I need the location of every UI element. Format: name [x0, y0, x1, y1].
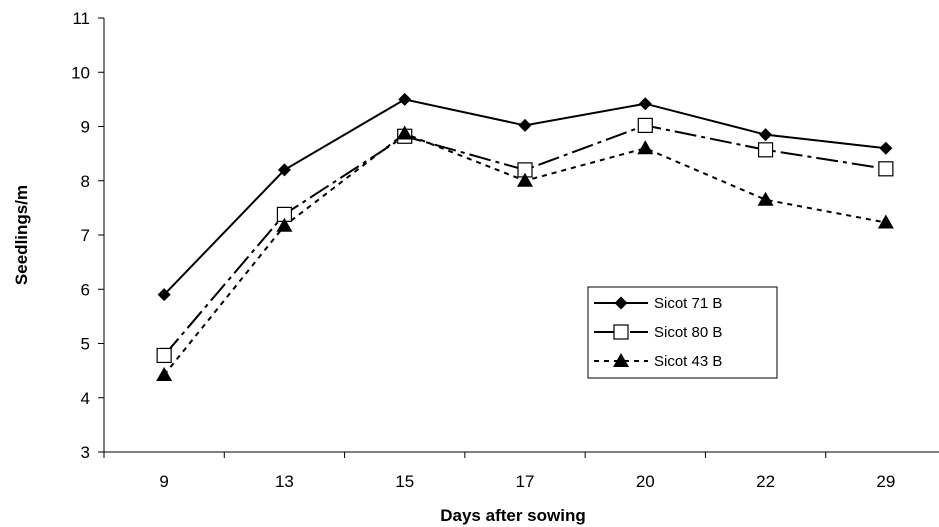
data-point — [638, 97, 652, 111]
legend-swatch-marker — [613, 324, 629, 340]
x-tick-label: 15 — [395, 472, 414, 491]
axis-labels: Days after sowing Seedlings/m — [12, 185, 586, 525]
x-tick-label: 13 — [275, 472, 294, 491]
data-point — [277, 163, 291, 177]
series-sicot-43-b — [156, 125, 894, 381]
series-sicot-80-b — [156, 117, 894, 364]
y-tick-label: 6 — [81, 280, 90, 299]
data-point — [637, 117, 653, 134]
y-tick-label: 7 — [81, 226, 90, 245]
y-tick-label: 9 — [81, 118, 90, 137]
y-tick-label: 4 — [81, 389, 90, 408]
y-axis-title: Seedlings/m — [12, 185, 31, 285]
data-point — [757, 191, 774, 206]
data-point — [637, 140, 654, 155]
legend-label: Sicot 43 B — [654, 353, 722, 370]
data-point — [877, 214, 894, 229]
x-tick-label: 9 — [159, 472, 168, 491]
x-tick-label: 29 — [876, 472, 895, 491]
series-sicot-71-b — [157, 92, 893, 302]
legend: Sicot 71 B Sicot 80 B Sicot 43 B — [587, 286, 778, 379]
y-tick-label: 10 — [71, 63, 90, 82]
data-point — [156, 347, 172, 364]
data-point — [517, 172, 533, 187]
data-point — [276, 217, 293, 232]
data-point — [759, 128, 773, 142]
data-point — [396, 125, 413, 140]
data-point — [156, 366, 173, 381]
legend-swatch-marker — [613, 353, 629, 367]
x-tick-label: 17 — [516, 472, 535, 491]
series-layer — [156, 92, 894, 381]
data-point — [157, 288, 171, 302]
y-tick-label: 11 — [72, 9, 90, 28]
x-axis-title: Days after sowing — [440, 506, 586, 525]
data-point — [757, 142, 774, 158]
x-tick-label: 22 — [756, 472, 775, 491]
legend-label: Sicot 80 B — [654, 324, 722, 341]
axes: 3 4 5 6 7 8 9 10 11 9 13 15 17 20 22 29 — [71, 9, 939, 491]
x-tick-label: 20 — [636, 472, 655, 491]
legend-swatch-marker — [614, 296, 628, 310]
y-tick-label: 5 — [81, 335, 90, 354]
data-point — [518, 118, 532, 132]
data-point — [878, 161, 894, 177]
legend-label: Sicot 71 B — [654, 295, 722, 312]
y-tick-label: 3 — [81, 443, 90, 462]
data-point — [398, 92, 412, 106]
y-tick-label: 8 — [81, 172, 90, 191]
data-point — [879, 141, 893, 155]
